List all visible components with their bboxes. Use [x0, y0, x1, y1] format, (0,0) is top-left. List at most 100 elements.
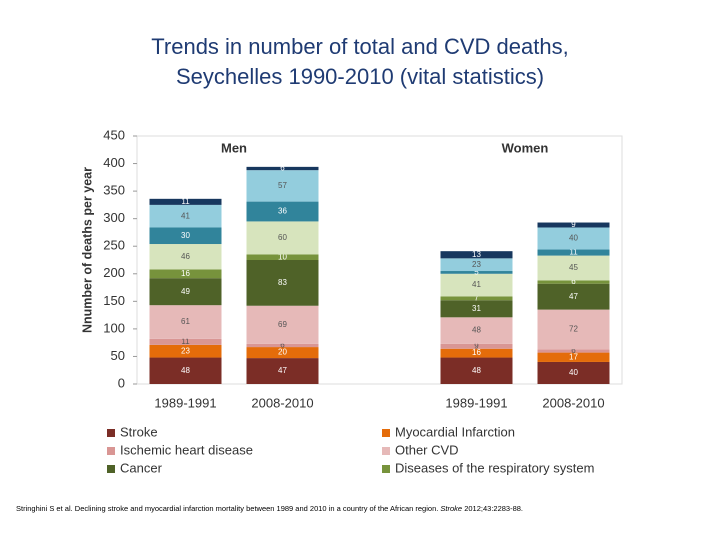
value-label: 6 [571, 277, 576, 286]
footnote: Stringhini S et al. Declining stroke and… [16, 504, 523, 513]
value-label: 41 [472, 280, 481, 289]
bar-segment [440, 317, 513, 344]
value-label: 20 [278, 348, 287, 357]
bar-segment [149, 344, 222, 358]
value-label: 36 [278, 207, 287, 216]
value-label: 83 [278, 278, 287, 287]
bar-segment [246, 254, 319, 260]
bar-segment [440, 357, 513, 384]
bar-segment [440, 300, 513, 318]
plot-frame [136, 135, 623, 385]
legend-label: Cancer [120, 460, 163, 475]
value-label: 31 [472, 304, 481, 313]
value-label: 23 [472, 260, 481, 269]
value-label: 48 [472, 366, 481, 375]
bar-segment [149, 244, 222, 270]
value-label: 13 [472, 250, 481, 259]
value-label: 16 [181, 269, 190, 278]
legend-label: Stroke [120, 424, 158, 439]
chart-title: Seychelles 1990-2010 (vital statistics) [176, 64, 544, 89]
bar-segment [149, 198, 222, 205]
legend-swatch [382, 465, 390, 473]
bar-segment [537, 280, 610, 284]
group-label: Men [221, 140, 247, 155]
bar-segment [440, 348, 513, 358]
bar-segment [149, 204, 222, 228]
value-label: 72 [569, 325, 578, 334]
value-label: 46 [181, 252, 190, 261]
bar-segment [537, 222, 610, 228]
value-label: 10 [278, 252, 287, 261]
y-tick-label: 200 [103, 265, 125, 280]
bar-segment [537, 361, 610, 384]
bar-segment [149, 227, 222, 245]
bar-segment [537, 255, 610, 281]
value-label: 11 [181, 337, 190, 346]
bar-segment [149, 357, 222, 384]
bar-segment [440, 271, 513, 274]
footnote-journal: Stroke [440, 504, 462, 513]
value-label: 6 [280, 341, 285, 350]
value-label: 45 [569, 263, 578, 272]
bar-segment [246, 201, 319, 222]
y-tick-label: 450 [103, 127, 125, 142]
bar-segment [537, 349, 610, 353]
value-label: 9 [474, 341, 479, 350]
legend-label: Diseases of the respiratory system [395, 460, 594, 475]
bar-segment [440, 258, 513, 272]
bar-segment [149, 278, 222, 306]
bar-segment [246, 343, 319, 348]
y-axis-label: Nnumber of deaths per year [80, 167, 94, 333]
bar-segment [440, 251, 513, 259]
value-label: 23 [181, 346, 190, 355]
bar-segment [149, 338, 222, 345]
bar-segment [246, 347, 319, 359]
chart-title: Trends in number of total and CVD deaths… [151, 34, 568, 59]
legend-swatch [107, 429, 115, 437]
footnote-text: 2012;43:2283-88. [464, 504, 523, 513]
bar-segment [537, 352, 610, 362]
value-label: 5 [474, 268, 479, 277]
value-label: 11 [181, 197, 190, 206]
value-label: 61 [181, 317, 190, 326]
bar-segment [537, 283, 610, 310]
value-label: 48 [181, 366, 190, 375]
bar-segment [440, 273, 513, 297]
x-tick-label: 1989-1991 [445, 395, 507, 410]
y-tick-label: 0 [118, 375, 125, 390]
legend-swatch [107, 465, 115, 473]
value-label: 57 [278, 181, 287, 190]
value-label: 48 [472, 326, 481, 335]
x-tick-label: 1989-1991 [154, 395, 216, 410]
bar-segment [246, 221, 319, 255]
legend-swatch [382, 429, 390, 437]
value-label: 6 [571, 346, 576, 355]
value-label: 47 [278, 366, 287, 375]
bar-segment [246, 260, 319, 306]
legend-swatch [382, 447, 390, 455]
value-label: 7 [474, 293, 479, 302]
legend-label: Myocardial Infarction [395, 424, 515, 439]
bar-segment [440, 296, 513, 301]
y-tick-label: 250 [103, 238, 125, 253]
bar-segment [537, 227, 610, 250]
legend-label: Ischemic heart disease [120, 442, 253, 457]
value-label: 41 [181, 211, 190, 220]
y-tick-label: 100 [103, 320, 125, 335]
footnote-text: Stringhini S et al. Declining stroke and… [16, 504, 438, 513]
value-label: 17 [569, 352, 578, 361]
value-label: 47 [569, 292, 578, 301]
value-label: 69 [278, 320, 287, 329]
value-label: 9 [571, 220, 576, 229]
bar-segment [537, 309, 610, 350]
group-label: Women [502, 140, 549, 155]
value-label: 16 [472, 348, 481, 357]
value-label: 60 [278, 233, 287, 242]
x-tick-label: 2008-2010 [251, 395, 313, 410]
value-label: 40 [569, 368, 578, 377]
bar-segment [537, 249, 610, 256]
bar-segment [149, 269, 222, 279]
bar-segment [440, 343, 513, 349]
y-tick-label: 50 [111, 348, 125, 363]
